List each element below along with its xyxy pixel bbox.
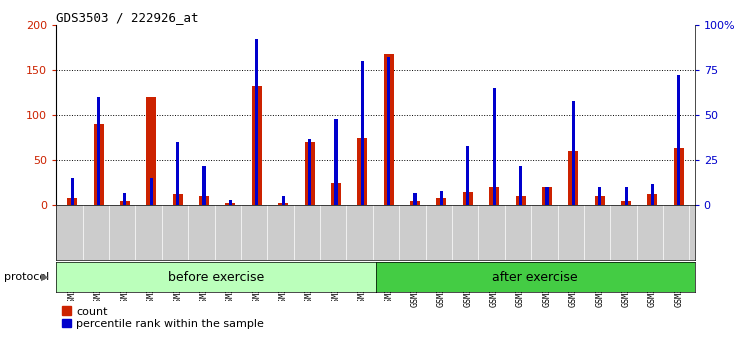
Bar: [677, 75, 680, 205]
Text: protocol: protocol: [4, 272, 49, 282]
Bar: [414, 193, 417, 205]
Bar: [569, 151, 578, 205]
Bar: [489, 187, 499, 205]
Text: ▶: ▶: [41, 272, 49, 282]
Bar: [384, 54, 394, 205]
Bar: [282, 196, 285, 205]
Bar: [440, 191, 443, 205]
Bar: [173, 194, 182, 205]
Bar: [146, 97, 156, 205]
Bar: [120, 201, 130, 205]
Bar: [674, 148, 684, 205]
Bar: [255, 39, 258, 205]
Bar: [360, 61, 364, 205]
Text: GDS3503 / 222926_at: GDS3503 / 222926_at: [56, 11, 199, 24]
Bar: [357, 138, 367, 205]
Bar: [278, 202, 288, 205]
Bar: [493, 88, 496, 205]
Bar: [203, 166, 206, 205]
Bar: [331, 183, 341, 205]
Bar: [466, 146, 469, 205]
Bar: [625, 187, 628, 205]
Bar: [229, 200, 232, 205]
Bar: [595, 196, 605, 205]
Bar: [71, 178, 74, 205]
Legend: count, percentile rank within the sample: count, percentile rank within the sample: [62, 307, 264, 329]
Bar: [334, 119, 337, 205]
Bar: [647, 194, 657, 205]
Bar: [651, 184, 654, 205]
Bar: [598, 187, 602, 205]
Bar: [621, 201, 631, 205]
Bar: [463, 192, 473, 205]
Bar: [516, 196, 526, 205]
Bar: [123, 193, 126, 205]
Bar: [436, 198, 446, 205]
Text: after exercise: after exercise: [492, 270, 578, 284]
Bar: [94, 124, 104, 205]
Bar: [308, 138, 311, 205]
Bar: [149, 178, 153, 205]
Bar: [225, 202, 235, 205]
Bar: [542, 187, 552, 205]
Bar: [387, 57, 391, 205]
Bar: [305, 142, 315, 205]
Bar: [176, 142, 179, 205]
Bar: [199, 196, 209, 205]
Bar: [410, 201, 420, 205]
Bar: [572, 101, 575, 205]
Bar: [519, 166, 522, 205]
Bar: [97, 97, 100, 205]
Bar: [67, 198, 77, 205]
Bar: [252, 86, 262, 205]
Bar: [545, 187, 548, 205]
Text: before exercise: before exercise: [167, 270, 264, 284]
